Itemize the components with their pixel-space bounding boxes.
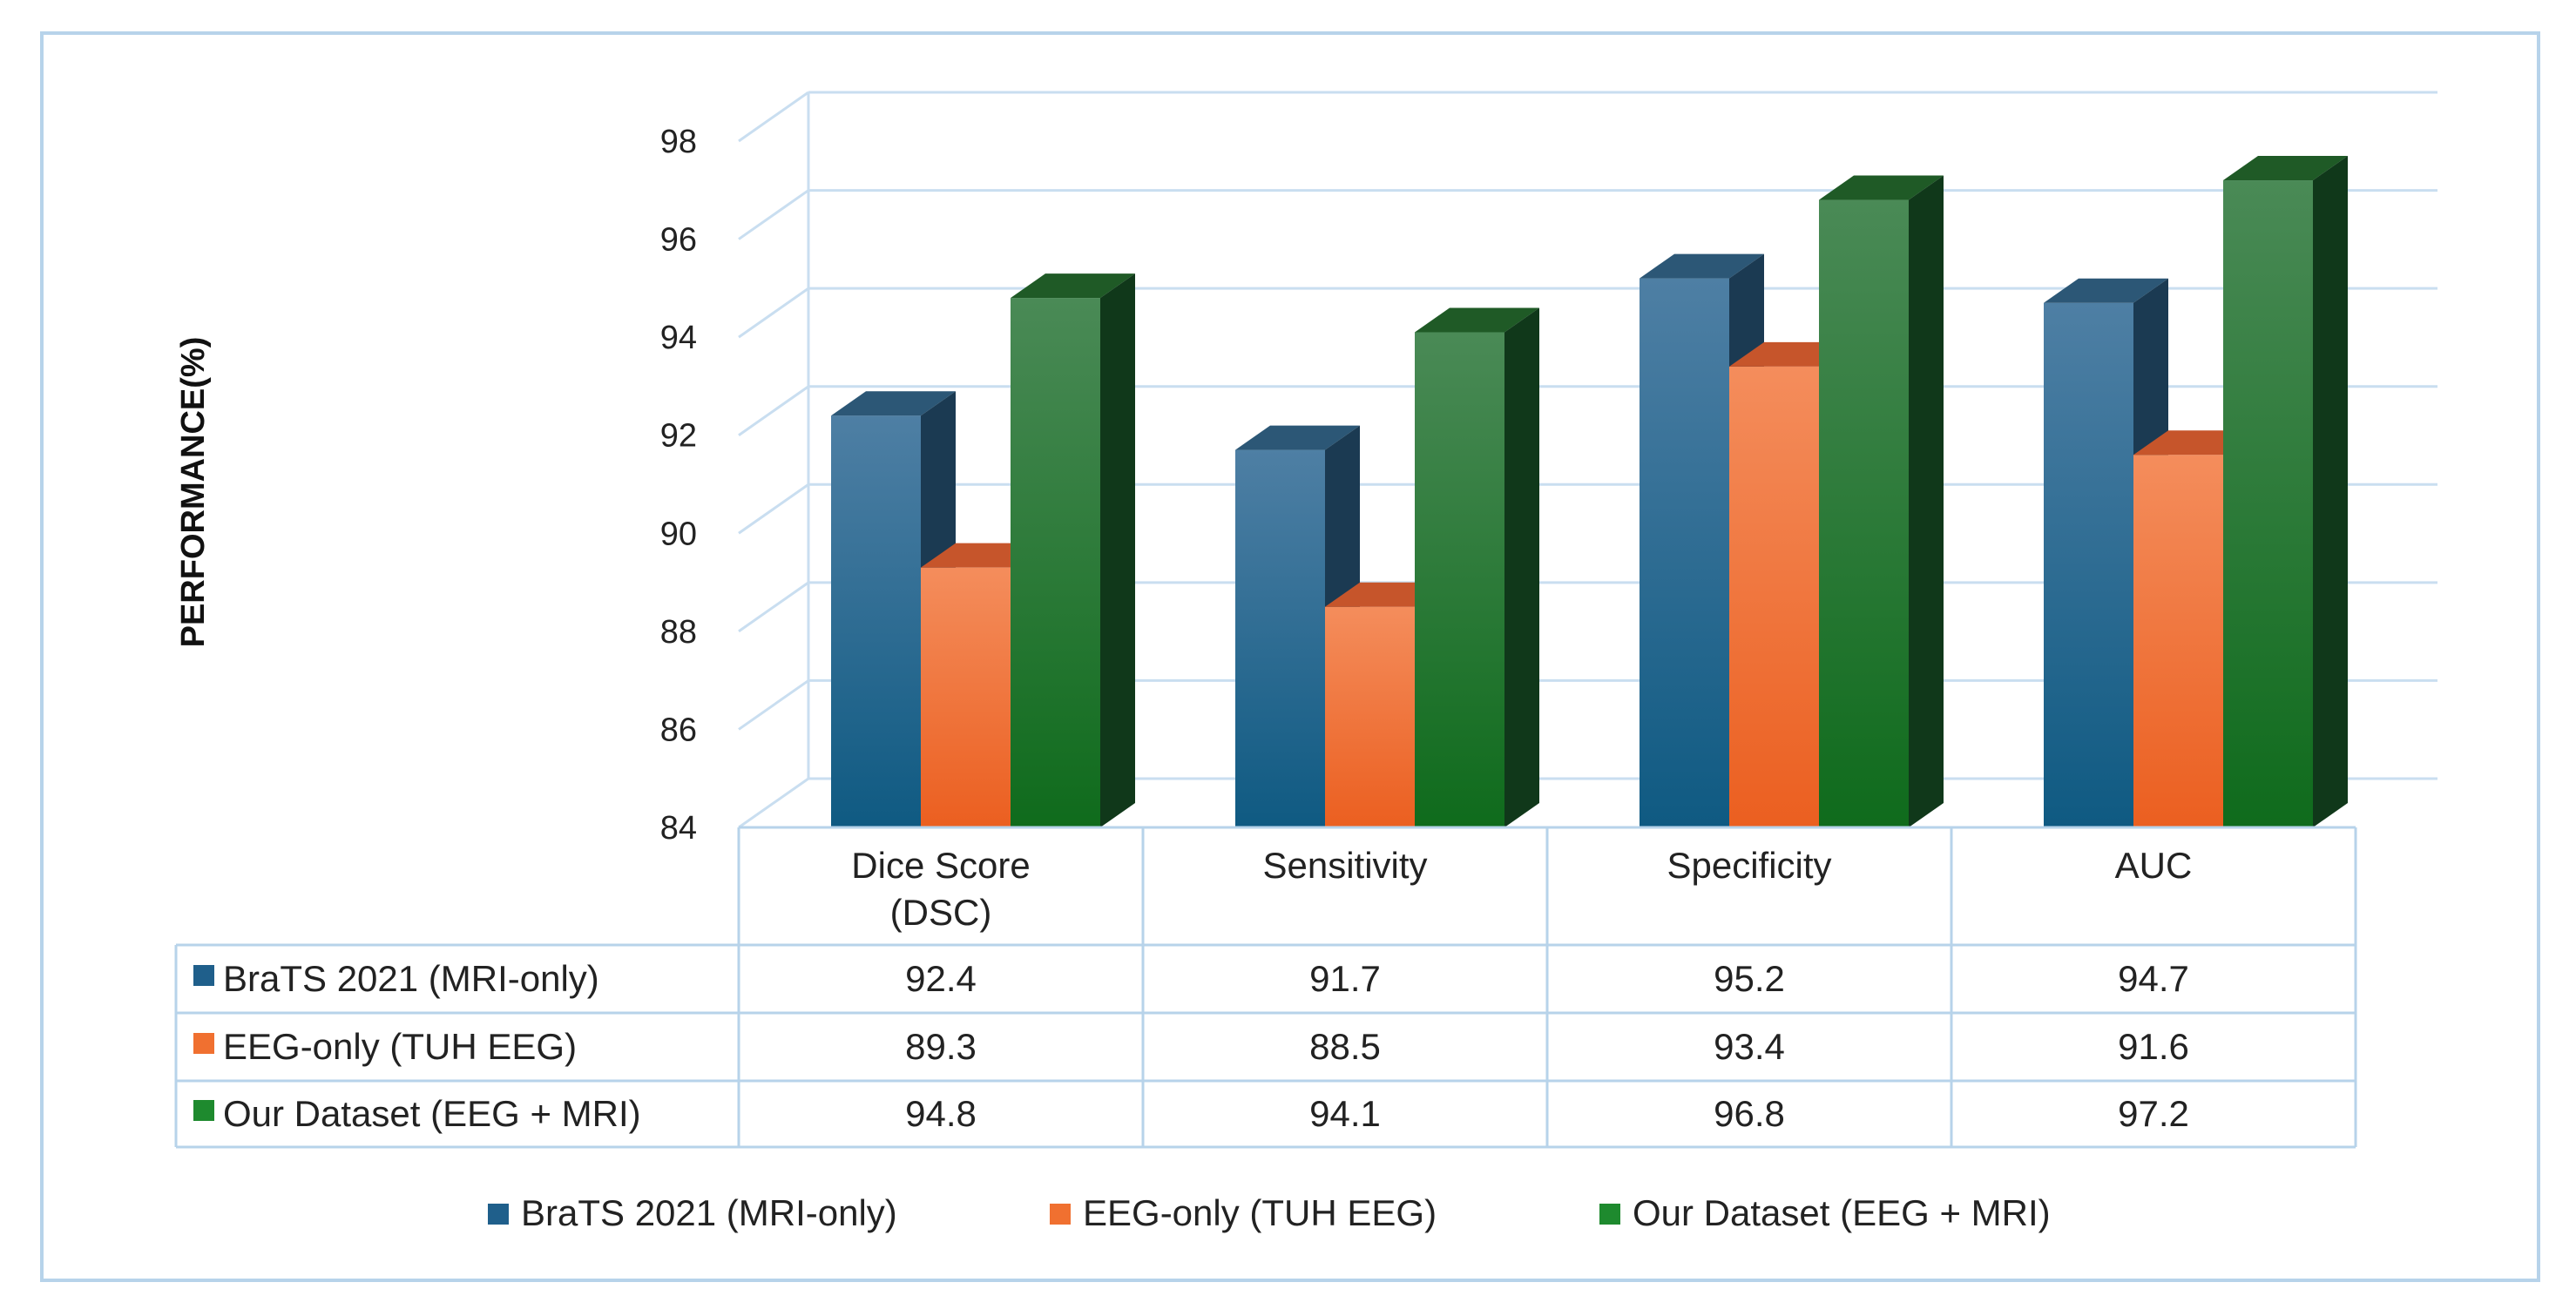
legend-label: EEG-only (TUH EEG) bbox=[1083, 1192, 1437, 1233]
gridline-diagonal bbox=[738, 91, 809, 143]
bar-3-4 bbox=[2223, 180, 2313, 827]
legend-swatch bbox=[1050, 1204, 1071, 1225]
table-cell: 93.4 bbox=[1714, 1026, 1785, 1067]
table-row-header: EEG-only (TUH EEG) bbox=[223, 1026, 577, 1067]
table-cell: 89.3 bbox=[905, 1026, 977, 1067]
table-legend-swatch bbox=[193, 1100, 214, 1121]
legend-label: Our Dataset (EEG + MRI) bbox=[1633, 1192, 2051, 1233]
bar-top-3-3 bbox=[1819, 175, 1944, 200]
bar-2-3 bbox=[1729, 366, 1819, 827]
table-legend-swatch bbox=[193, 1033, 214, 1054]
category-label-line2: (DSC) bbox=[890, 892, 992, 933]
bar-1-3 bbox=[1640, 278, 1729, 828]
bar-1-2 bbox=[1235, 449, 1325, 827]
table-cell: 91.6 bbox=[2118, 1026, 2189, 1067]
y-tick-label: 94 bbox=[660, 320, 697, 356]
y-tick-label: 98 bbox=[660, 124, 697, 160]
bar-2-1 bbox=[921, 567, 1011, 827]
y-tick-label: 84 bbox=[660, 810, 697, 847]
legend-swatch bbox=[1599, 1204, 1620, 1225]
table-cell: 88.5 bbox=[1309, 1026, 1381, 1067]
bar-top-3-2 bbox=[1415, 307, 1539, 333]
gridline-diagonal bbox=[738, 483, 809, 535]
bar-2-2 bbox=[1325, 606, 1415, 827]
data-table: Dice Score (DSC) Sensitivity Specificity AUC… bbox=[174, 826, 2357, 1149]
y-tick-label: 86 bbox=[660, 712, 697, 748]
category-label: AUC bbox=[2115, 845, 2193, 886]
table-row-header: Our Dataset (EEG + MRI) bbox=[223, 1093, 641, 1134]
category-label: Sensitivity bbox=[1262, 845, 1427, 886]
table-cell: 94.8 bbox=[905, 1093, 977, 1134]
category-label: Dice Score bbox=[851, 845, 1030, 886]
y-axis-ticks: 84 86 88 90 92 94 96 98 bbox=[660, 124, 697, 847]
bar-side-3-1 bbox=[1100, 273, 1135, 828]
bar-3-1 bbox=[1011, 298, 1100, 828]
legend-swatch bbox=[488, 1204, 509, 1225]
category-label: Specificity bbox=[1667, 845, 1831, 886]
bars bbox=[831, 156, 2348, 828]
bar-side-3-4 bbox=[2313, 156, 2348, 827]
table-cell: 92.4 bbox=[905, 958, 977, 999]
y-tick-label: 90 bbox=[660, 516, 697, 552]
bar-top-1-1 bbox=[831, 391, 956, 416]
bar-3-2 bbox=[1415, 332, 1504, 827]
table-cell: 95.2 bbox=[1714, 958, 1785, 999]
table-cell: 91.7 bbox=[1309, 958, 1381, 999]
table-cell: 96.8 bbox=[1714, 1093, 1785, 1134]
y-tick-label: 92 bbox=[660, 418, 697, 455]
table-cell: 94.7 bbox=[2118, 958, 2189, 999]
gridline-diagonal bbox=[738, 385, 809, 436]
gridline-diagonal bbox=[738, 679, 809, 731]
bar-top-1-3 bbox=[1640, 253, 1764, 279]
gridline-diagonal bbox=[738, 777, 809, 829]
bar-top-1-2 bbox=[1235, 425, 1360, 450]
bar-top-3-1 bbox=[1011, 273, 1135, 299]
legend: BraTS 2021 (MRI-only) EEG-only (TUH EEG) O… bbox=[488, 1192, 2051, 1233]
gridline-diagonal bbox=[738, 287, 809, 339]
gridline-diagonal bbox=[738, 581, 809, 633]
bar-1-1 bbox=[831, 415, 921, 827]
y-tick-label: 88 bbox=[660, 614, 697, 651]
bar-2-4 bbox=[2133, 455, 2223, 827]
table-row-header: BraTS 2021 (MRI-only) bbox=[223, 958, 599, 999]
table-cell: 97.2 bbox=[2118, 1093, 2189, 1134]
bar-top-1-4 bbox=[2044, 278, 2168, 303]
table-legend-swatch bbox=[193, 965, 214, 986]
bar-top-3-4 bbox=[2223, 156, 2348, 181]
bar-side-3-2 bbox=[1504, 307, 1539, 827]
y-axis-label: PERFORMANCE(%) bbox=[175, 337, 212, 648]
bar-1-4 bbox=[2044, 302, 2133, 827]
gridline-diagonal bbox=[738, 189, 809, 240]
table-cell: 94.1 bbox=[1309, 1093, 1381, 1134]
bar-3-3 bbox=[1819, 199, 1909, 828]
y-tick-label: 96 bbox=[660, 222, 697, 259]
bar-side-3-3 bbox=[1909, 175, 1944, 828]
legend-label: BraTS 2021 (MRI-only) bbox=[521, 1192, 897, 1233]
